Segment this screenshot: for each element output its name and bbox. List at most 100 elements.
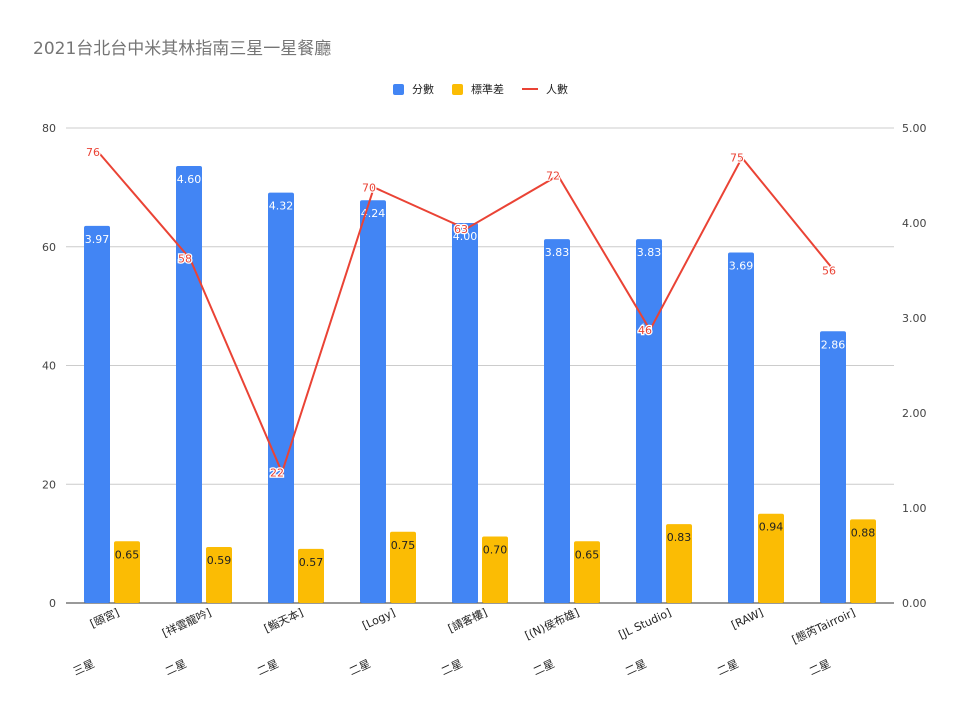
legend-swatch-std (452, 83, 463, 95)
x-tick-label-name: [頤宮] (88, 605, 122, 631)
x-tick-label: [態芮Tairroir] 二星 (790, 605, 873, 679)
legend-item-std: 標準差 (452, 81, 504, 97)
x-tick-label: [頤宮] 三星 (56, 605, 137, 678)
y-left-tick-label: 20 (42, 478, 56, 491)
x-tick-label-name: [(N)侯布雄] (522, 605, 581, 642)
line-count-point (188, 256, 192, 261)
bar-std-label: 0.70 (483, 544, 508, 557)
x-tick-label-rank: 二星 (439, 657, 464, 678)
legend-label-std: 標準差 (471, 83, 504, 96)
bar-std (482, 536, 508, 603)
bar-score-label: 3.97 (85, 233, 110, 246)
line-count-label: 46 (638, 324, 652, 337)
line-count-label: 63 (454, 223, 468, 236)
bar-std-label: 0.75 (391, 539, 416, 552)
line-count-label: 22 (270, 466, 284, 479)
bar-std (390, 531, 416, 603)
line-count-point (556, 173, 560, 178)
y-right-tick-label: 3.00 (902, 312, 927, 325)
x-tick-label-rank: 二星 (531, 657, 556, 678)
line-count-label: 56 (822, 265, 836, 278)
bar-std-label: 0.65 (115, 548, 140, 561)
bar-score (360, 200, 386, 603)
bar-std (758, 513, 784, 603)
x-tick-label-rank: 三星 (71, 657, 96, 678)
line-count-point (372, 185, 376, 190)
bar-score-label: 2.86 (821, 338, 846, 351)
bar-std-label: 0.88 (851, 526, 876, 539)
line-count-label: 72 (546, 170, 560, 183)
bar-std (298, 548, 324, 603)
x-tick-label-rank: 二星 (715, 657, 740, 678)
chart-title: 2021台北台中米其林指南三星一星餐廳 (33, 39, 332, 59)
bar-std (206, 546, 232, 603)
x-tick-label-rank: 二星 (255, 657, 280, 678)
bar-score (544, 239, 570, 603)
x-tick-label: [RAW] 二星 (700, 606, 781, 678)
bar-std-label: 0.83 (667, 531, 692, 544)
x-tick-label: [鮨天本] 二星 (240, 605, 321, 678)
bar-score-label: 4.60 (177, 173, 202, 186)
legend: 分數 標準差 人數 (393, 81, 586, 97)
bar-score (268, 192, 294, 603)
bar-std-label: 0.57 (299, 556, 324, 569)
x-tick-label-rank: 二星 (163, 657, 188, 678)
bar-std-label: 0.94 (759, 521, 784, 534)
bar-std-label: 0.65 (575, 548, 600, 561)
bar-score (452, 223, 478, 603)
y-right-tick-label: 4.00 (902, 217, 927, 230)
bar-std (666, 524, 692, 603)
legend-swatch-score (393, 83, 404, 95)
x-tick-label-name: [鮨天本] (262, 605, 306, 635)
bar-score-label: 4.32 (269, 200, 294, 213)
y-right-tick-label: 1.00 (902, 502, 927, 515)
x-tick-label-rank: 二星 (807, 657, 832, 678)
line-count-point (464, 226, 468, 231)
x-tick-label: [祥雲龍吟] 二星 (148, 605, 229, 678)
bar-score-label: 4.00 (453, 230, 478, 243)
bar-std (114, 541, 140, 603)
y-left-tick-label: 60 (42, 241, 56, 254)
bar-score (820, 331, 846, 603)
x-tick-label: [請客樓] 二星 (424, 605, 505, 678)
y-right-tick-label: 5.00 (902, 122, 927, 135)
line-count-point (740, 155, 744, 160)
legend-label-score: 分數 (412, 83, 434, 96)
line-count-point (648, 327, 652, 332)
bar-score (84, 225, 110, 603)
x-tick-label-name: [態芮Tairroir] (790, 605, 858, 647)
bar-score (728, 252, 754, 603)
x-tick-label: [Logy] 二星 (332, 606, 413, 678)
bar-std (850, 519, 876, 603)
x-tick-label-name: [Logy] (360, 606, 397, 632)
line-count-label: 58 (178, 253, 192, 266)
x-tick-label-name: [祥雲龍吟] (160, 605, 214, 640)
y-left-tick-label: 40 (42, 360, 56, 373)
y-left-tick-label: 80 (42, 122, 56, 135)
bar-score-label: 3.83 (637, 246, 662, 259)
line-count-label: 76 (86, 146, 100, 159)
y-left-tick-label: 0 (49, 597, 56, 610)
legend-item-score: 分數 (393, 81, 434, 97)
x-tick-label-rank: 二星 (347, 657, 372, 678)
x-tick-label-name: [JL Studio] (617, 606, 674, 642)
x-tick-label: [(N)侯布雄] 二星 (516, 605, 597, 678)
y-right-tick-label: 0.00 (902, 597, 927, 610)
bar-std-label: 0.59 (207, 554, 232, 567)
legend-swatch-count (522, 88, 538, 90)
y-right-tick-label: 2.00 (902, 407, 927, 420)
x-tick-label-name: [RAW] (729, 606, 765, 632)
line-count-label: 70 (362, 181, 376, 194)
x-tick-label-rank: 二星 (623, 657, 648, 678)
line-count-point (96, 149, 100, 154)
legend-item-count: 人數 (522, 81, 568, 97)
bar-score (636, 239, 662, 603)
line-count-point (832, 268, 836, 273)
x-tick-label-name: [請客樓] (446, 605, 490, 635)
bar-score (176, 166, 202, 603)
bar-score-label: 3.69 (729, 259, 754, 272)
line-count-point (280, 470, 284, 475)
bar-std (574, 541, 600, 603)
